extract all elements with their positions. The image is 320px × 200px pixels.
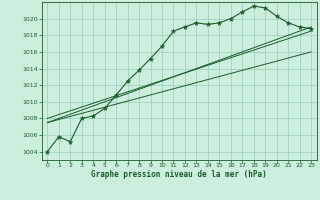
X-axis label: Graphe pression niveau de la mer (hPa): Graphe pression niveau de la mer (hPa) [91, 170, 267, 179]
